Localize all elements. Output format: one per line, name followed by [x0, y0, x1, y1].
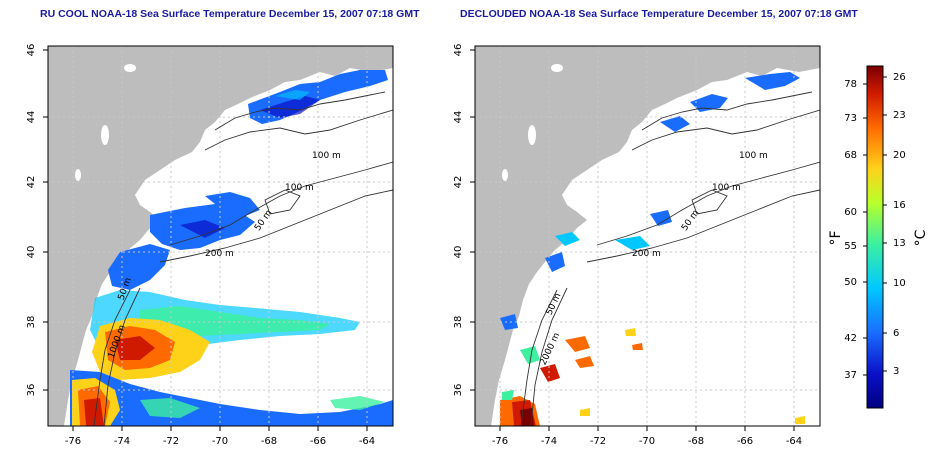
right-map: 100 m 100 m 50 m 200 m 50 m 2000 m -76 -… [453, 44, 821, 447]
left-map: 100 m 100 m 50 m 200 m 1000 m 50 m -76 -… [26, 44, 394, 447]
svg-text:68: 68 [844, 150, 857, 161]
left-land [48, 46, 393, 426]
right-map-title: DECLOUDED NOAA-18 Sea Surface Temperatur… [460, 8, 858, 20]
svg-text:44: 44 [453, 111, 464, 124]
svg-text:100 m: 100 m [285, 183, 314, 193]
right-grid [475, 46, 820, 426]
colorbar: 78 73 68 60 55 50 42 37 26 23 20 16 13 1… [828, 65, 929, 409]
colorbar-c-ticks: 26 23 20 16 13 10 6 3 [893, 72, 906, 377]
svg-text:42: 42 [26, 176, 37, 189]
svg-text:46: 46 [453, 44, 464, 57]
svg-text:46: 46 [26, 44, 37, 57]
svg-text:-64: -64 [359, 436, 375, 447]
svg-text:200 m: 200 m [205, 249, 234, 259]
svg-text:26: 26 [893, 72, 906, 83]
svg-text:10: 10 [893, 278, 906, 289]
left-sst-field [70, 70, 393, 426]
svg-text:-72: -72 [590, 436, 606, 447]
svg-text:-72: -72 [163, 436, 179, 447]
left-contours [93, 91, 393, 426]
left-lat-axis: 46 44 42 40 38 36 [26, 44, 48, 397]
svg-text:23: 23 [893, 110, 906, 121]
colorbar-gradient [866, 65, 884, 409]
colorbar-celsius-label: °C [913, 229, 929, 246]
svg-text:100 m: 100 m [739, 151, 768, 161]
svg-text:200 m: 200 m [632, 249, 661, 259]
svg-text:-76: -76 [492, 436, 508, 447]
svg-text:40: 40 [26, 246, 37, 259]
svg-text:100 m: 100 m [312, 151, 341, 161]
svg-text:55: 55 [844, 241, 857, 252]
svg-text:42: 42 [844, 333, 857, 344]
svg-text:-76: -76 [65, 436, 81, 447]
svg-text:-74: -74 [541, 436, 557, 447]
svg-text:-74: -74 [114, 436, 130, 447]
svg-text:78: 78 [844, 79, 857, 90]
colorbar-f-tickmarks [863, 83, 867, 376]
svg-text:20: 20 [893, 150, 906, 161]
svg-text:-70: -70 [639, 436, 655, 447]
svg-text:40: 40 [453, 246, 464, 259]
svg-text:-70: -70 [212, 436, 228, 447]
svg-text:73: 73 [844, 113, 857, 124]
svg-text:3: 3 [893, 366, 899, 377]
svg-text:-66: -66 [310, 436, 326, 447]
svg-text:16: 16 [893, 200, 906, 211]
left-grid [48, 46, 393, 426]
svg-text:6: 6 [893, 328, 899, 339]
right-contours [520, 91, 820, 426]
svg-text:38: 38 [453, 316, 464, 329]
right-lon-axis: -76 -74 -72 -70 -68 -66 -64 [492, 426, 802, 447]
svg-text:-64: -64 [786, 436, 802, 447]
svg-text:50: 50 [844, 277, 857, 288]
right-land [475, 46, 820, 426]
svg-text:-66: -66 [737, 436, 753, 447]
svg-text:44: 44 [26, 111, 37, 124]
svg-text:36: 36 [453, 384, 464, 397]
svg-text:13: 13 [893, 238, 906, 249]
svg-text:37: 37 [844, 370, 857, 381]
colorbar-f-ticks: 78 73 68 60 55 50 42 37 [844, 79, 857, 381]
svg-text:36: 36 [26, 384, 37, 397]
left-map-title: RU COOL NOAA-18 Sea Surface Temperature … [40, 8, 420, 20]
colorbar-fahrenheit-label: °F [828, 230, 844, 245]
svg-text:38: 38 [26, 316, 37, 329]
svg-text:60: 60 [844, 207, 857, 218]
svg-text:-68: -68 [261, 436, 277, 447]
left-lon-axis: -76 -74 -72 -70 -68 -66 -64 [65, 426, 375, 447]
right-sst-field [500, 72, 805, 426]
svg-text:42: 42 [453, 176, 464, 189]
svg-text:100 m: 100 m [712, 183, 741, 193]
colorbar-c-tickmarks [883, 76, 887, 372]
svg-text:-68: -68 [688, 436, 704, 447]
right-lat-axis: 46 44 42 40 38 36 [453, 44, 475, 397]
